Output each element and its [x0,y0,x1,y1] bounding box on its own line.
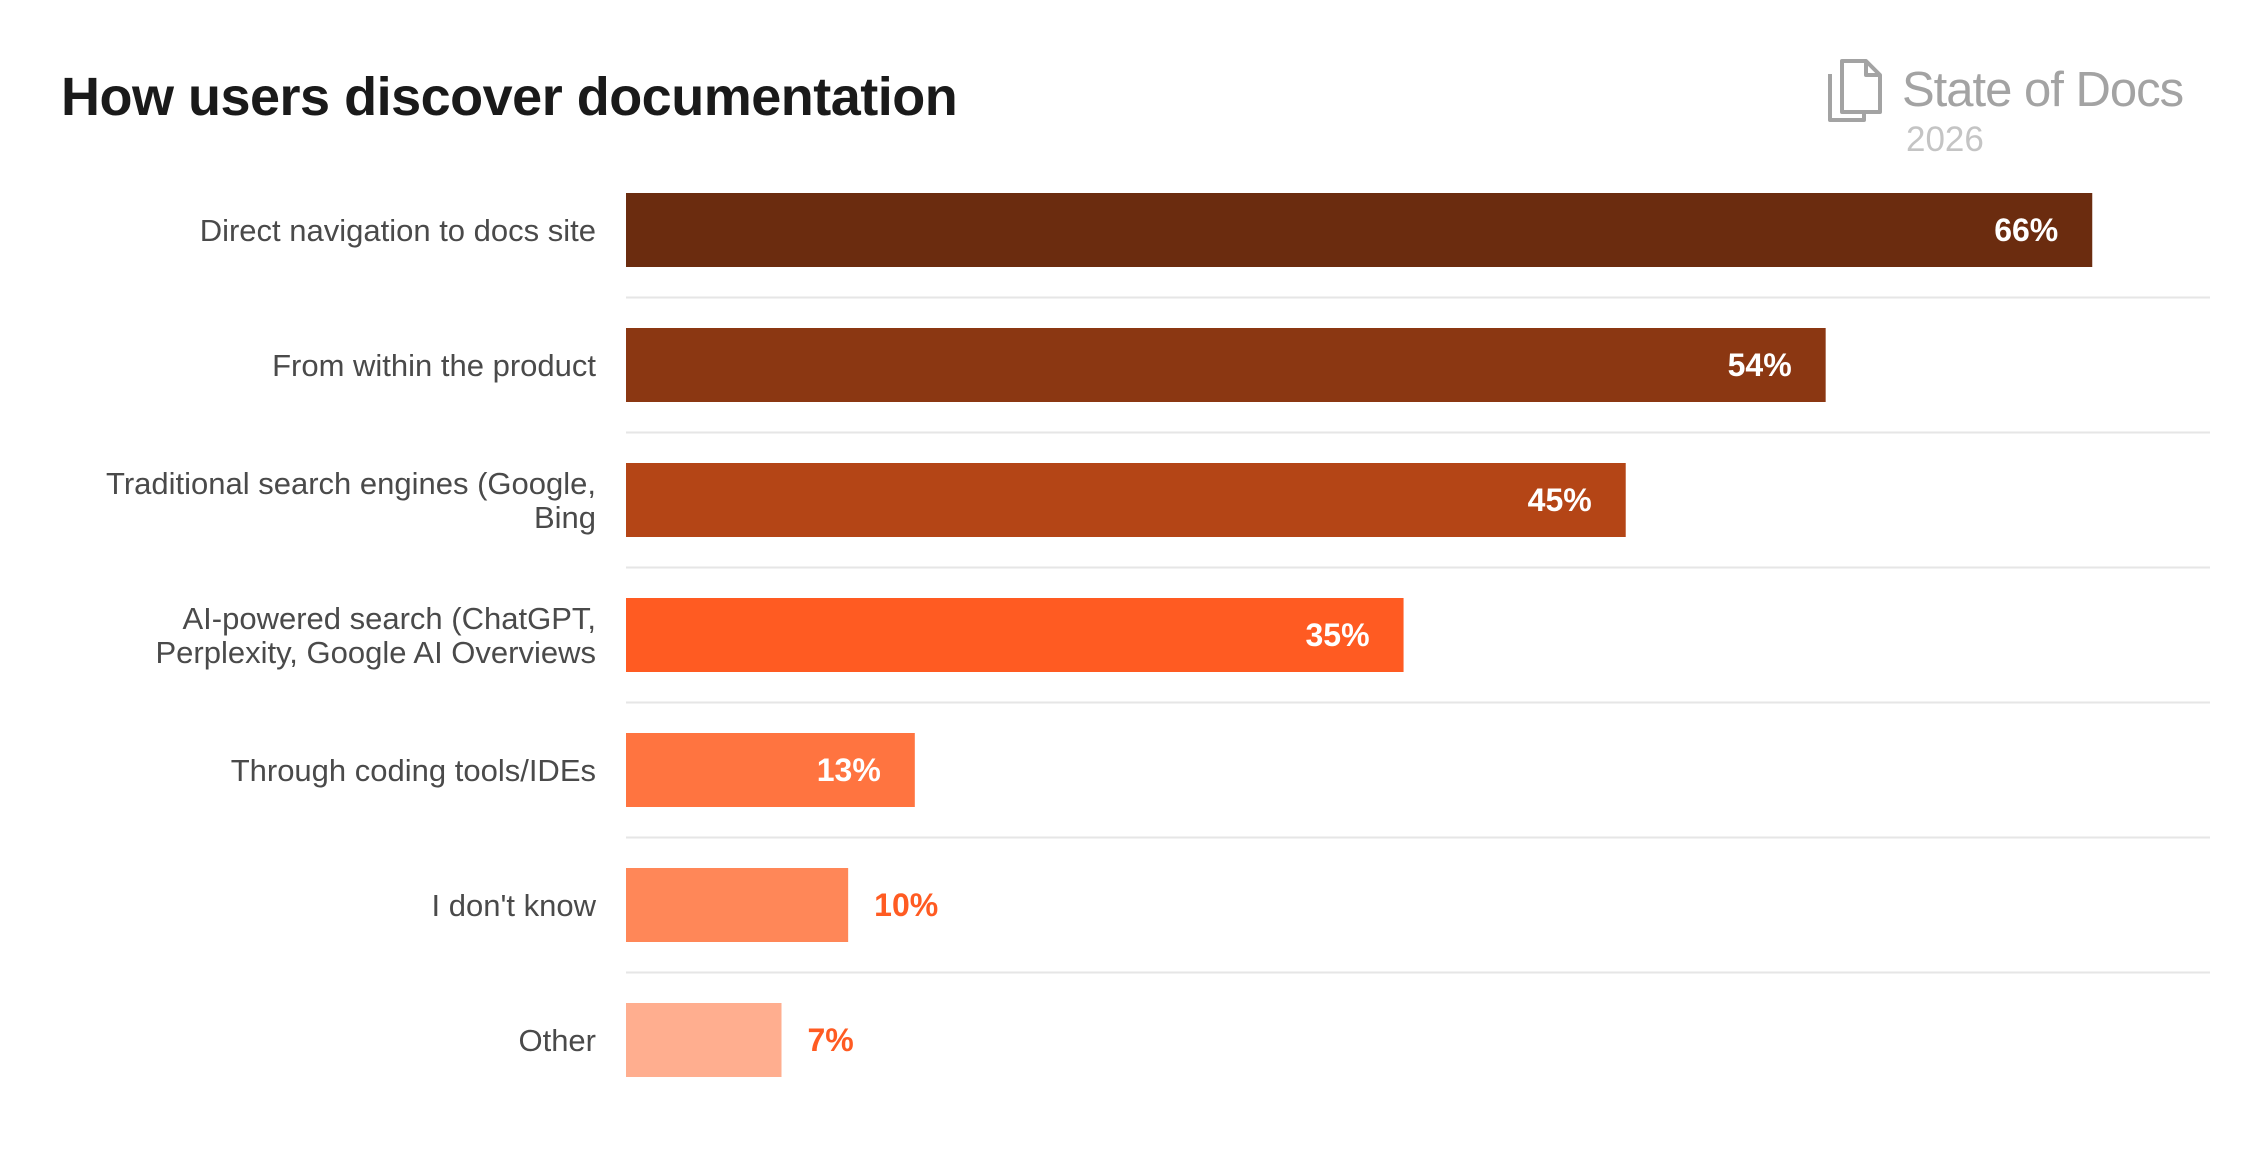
bar [626,328,1826,402]
bar [626,598,1404,672]
data-label: 10% [874,887,938,923]
category-label: AI-powered search (ChatGPT, Perplexity, G… [156,601,597,670]
bar [626,868,849,942]
bar [626,463,1626,537]
bar [626,1003,782,1077]
data-label: 66% [1994,212,2058,248]
category-label: I don't know [432,888,597,923]
data-label: 54% [1728,347,1792,383]
data-label: 7% [808,1022,854,1058]
category-label: Traditional search engines (Google, Bing [106,466,596,535]
chart-title: How users discover documentation [61,67,958,127]
brand-logo: State of Docs 2026 [1826,58,2226,168]
bar [626,193,2093,267]
category-label: Other [518,1023,596,1058]
data-label: 45% [1528,482,1592,518]
bar [626,733,915,807]
brand-year: 2026 [1906,120,1984,159]
data-label: 35% [1306,617,1370,653]
category-label: Direct navigation to docs site [200,213,596,248]
category-label: Through coding tools/IDEs [231,753,596,788]
category-label: From within the product [272,348,596,383]
brand-name: State of Docs [1902,63,2184,117]
data-label: 13% [817,752,881,788]
documents-icon [1828,59,1882,122]
